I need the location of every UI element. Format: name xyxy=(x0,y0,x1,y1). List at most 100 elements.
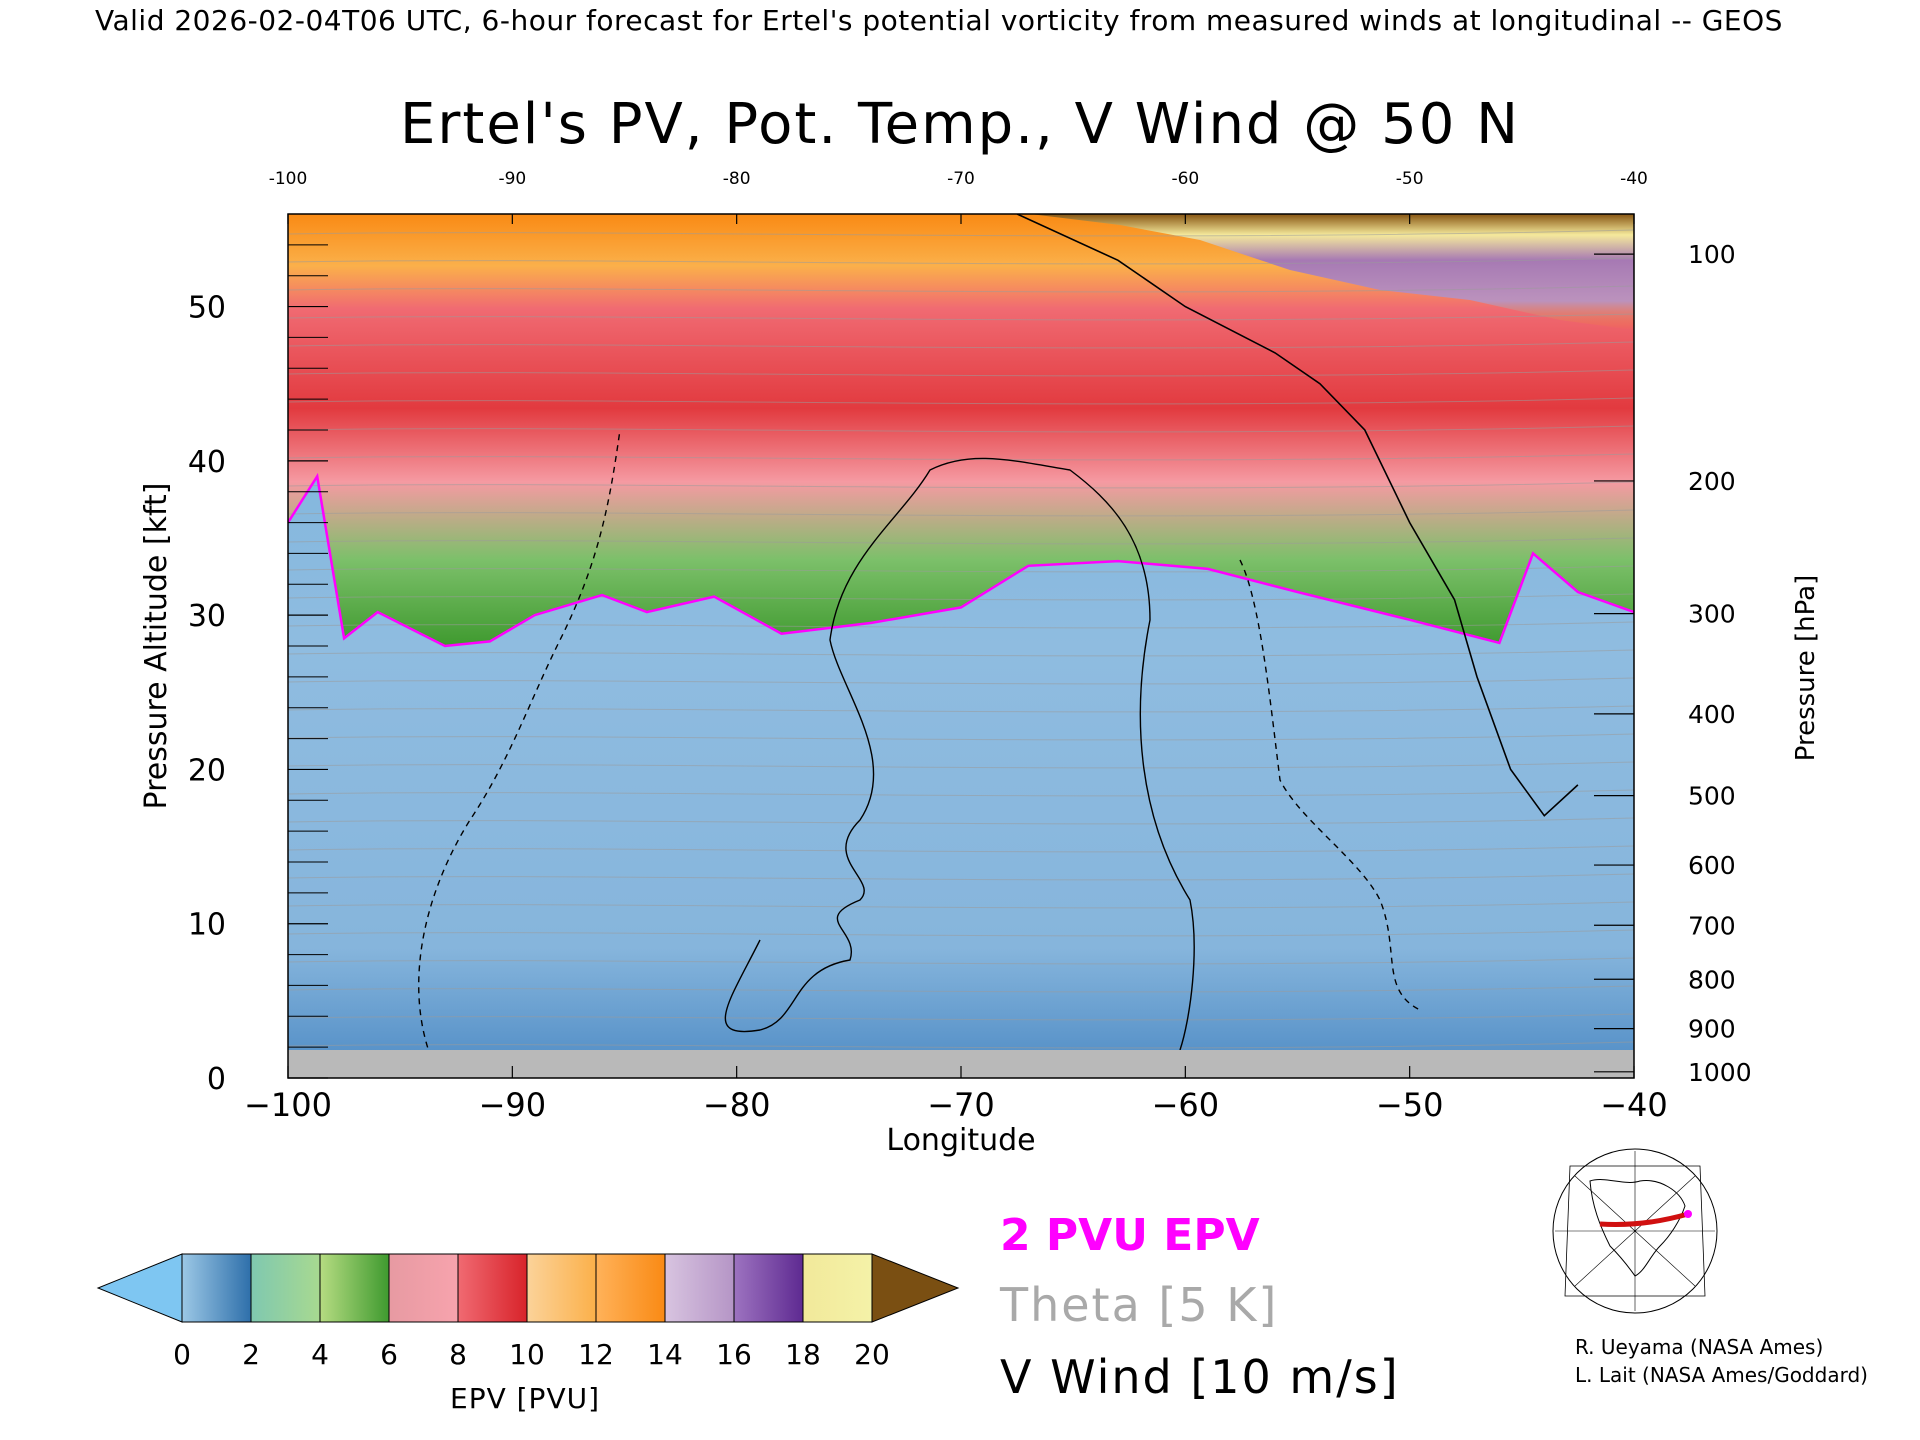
colorbar-over-arrow xyxy=(871,1253,960,1323)
theta-contour xyxy=(288,817,1634,825)
colorbar-tick-label: 8 xyxy=(449,1338,467,1371)
theta-contour xyxy=(288,537,1634,545)
legend-epv-label: 2 PVU EPV xyxy=(1000,1210,1260,1261)
theta-contour xyxy=(288,621,1634,629)
x-tick-label: −90 xyxy=(479,1086,547,1124)
top-x-tick-label: -40 xyxy=(1620,169,1648,189)
theta-contour xyxy=(288,1013,1634,1021)
legend-wind-label: V Wind [10 m/s] xyxy=(1000,1350,1400,1404)
top-x-tick-label: -80 xyxy=(723,169,751,189)
colorbar-tick-label: 4 xyxy=(311,1338,329,1371)
theta-contour xyxy=(288,873,1634,881)
colorbar-segment xyxy=(595,1253,666,1323)
colorbar-tick-label: 2 xyxy=(242,1338,260,1371)
plot-area xyxy=(288,214,1634,1078)
legend-theta-label: Theta [5 K] xyxy=(1000,1278,1279,1332)
pressure-tick-label: 800 xyxy=(1688,965,1736,994)
pressure-tick-label: 1000 xyxy=(1688,1058,1752,1087)
x-tick-label: −50 xyxy=(1376,1086,1444,1124)
theta-contour xyxy=(288,425,1634,433)
axes: −100 -100 −90 -90 −80 -80 −70 -70 −60 -60 −50 -50 −4… xyxy=(139,169,1821,1158)
theta-contour xyxy=(288,901,1634,909)
y-tick-label: 40 xyxy=(188,445,226,480)
theta-contour xyxy=(288,789,1634,797)
theta-contour xyxy=(288,593,1634,601)
colorbar-segment xyxy=(181,1253,252,1323)
theta-contour xyxy=(288,285,1634,293)
colorbar-segment xyxy=(388,1253,459,1323)
theta-contour xyxy=(288,957,1634,965)
theta-contour xyxy=(288,313,1634,321)
colorbar-label: EPV [PVU] xyxy=(450,1382,601,1415)
colorbar-tick-label: 6 xyxy=(380,1338,398,1371)
wind-contour-east xyxy=(1239,559,1421,1011)
theta-contour xyxy=(288,341,1634,349)
theta-contour xyxy=(288,677,1634,685)
colorbar-segment xyxy=(802,1253,873,1323)
top-x-tick-label: -100 xyxy=(269,169,308,189)
pressure-tick-label: 100 xyxy=(1688,240,1736,269)
colorbar-tick-label: 12 xyxy=(578,1338,614,1371)
two-pvu-contour xyxy=(288,472,1634,648)
pressure-tick-label: 500 xyxy=(1688,782,1736,811)
theta-contour xyxy=(288,649,1634,657)
top-x-tick-label: -90 xyxy=(498,169,526,189)
wind-zero-contour xyxy=(1016,214,1579,817)
y-axis-label: Pressure Altitude [kft] xyxy=(139,483,174,810)
theta-contours xyxy=(288,229,1634,1049)
colorbar: 0 2 4 6 8 10 12 14 16 18 20 xyxy=(96,1253,960,1371)
theta-contour xyxy=(288,229,1634,237)
theta-contour xyxy=(288,257,1634,265)
top-x-tick-label: -60 xyxy=(1171,169,1199,189)
pressure-tick-label: 300 xyxy=(1688,600,1736,629)
theta-contour xyxy=(288,705,1634,713)
theta-contour xyxy=(288,733,1634,741)
pressure-tick-label: 700 xyxy=(1688,911,1736,940)
theta-contour xyxy=(288,1041,1634,1049)
x-tick-label: −100 xyxy=(244,1086,332,1124)
credit-line-2: L. Lait (NASA Ames/Goddard) xyxy=(1575,1363,1868,1387)
chart-title: Ertel's PV, Pot. Temp., V Wind @ 50 N xyxy=(399,92,1521,157)
theta-contour xyxy=(288,985,1634,993)
colorbar-tick-label: 10 xyxy=(509,1338,545,1371)
theta-contour xyxy=(288,453,1634,461)
x-axis-label: Longitude xyxy=(886,1123,1035,1158)
theta-contour xyxy=(288,509,1634,517)
theta-contour xyxy=(288,761,1634,769)
locator-map xyxy=(1552,1148,1718,1314)
x-tick-label: −80 xyxy=(703,1086,771,1124)
wind-contour-central xyxy=(724,457,1195,1051)
credit-line-1: R. Ueyama (NASA Ames) xyxy=(1575,1335,1824,1359)
colorbar-under-arrow xyxy=(96,1253,183,1323)
theta-contour xyxy=(288,397,1634,405)
colorbar-segment xyxy=(319,1253,390,1323)
colorbar-segment xyxy=(457,1253,528,1323)
pressure-tick-label: 200 xyxy=(1688,467,1736,496)
upper-layer-fill xyxy=(1030,214,1634,330)
theta-contour xyxy=(288,481,1634,489)
theta-contour xyxy=(288,845,1634,853)
x-tick-label: −40 xyxy=(1600,1086,1668,1124)
pressure-tick-label: 400 xyxy=(1688,700,1736,729)
pressure-tick-label: 900 xyxy=(1688,1015,1736,1044)
colorbar-tick-label: 18 xyxy=(785,1338,821,1371)
y-tick-label: 10 xyxy=(188,908,226,943)
colorbar-segment xyxy=(733,1253,804,1323)
y-tick-label: 30 xyxy=(188,599,226,634)
x-tick-label: −60 xyxy=(1152,1086,1220,1124)
x-tick-label: −70 xyxy=(927,1086,995,1124)
pressure-tick-label: 600 xyxy=(1688,851,1736,880)
y2-axis-label: Pressure [hPa] xyxy=(1791,575,1821,762)
y-tick-label: 0 xyxy=(207,1062,226,1097)
top-x-tick-label: -50 xyxy=(1396,169,1424,189)
top-x-tick-label: -70 xyxy=(947,169,975,189)
wind-contour-west xyxy=(418,429,621,1078)
colorbar-tick-label: 14 xyxy=(647,1338,683,1371)
theta-contour xyxy=(288,369,1634,377)
colorbar-tick-label: 0 xyxy=(173,1338,191,1371)
colorbar-segment xyxy=(250,1253,321,1323)
forecast-header: Valid 2026-02-04T06 UTC, 6-hour forecast… xyxy=(95,4,1783,37)
colorbar-segment xyxy=(526,1253,597,1323)
theta-contour xyxy=(288,929,1634,937)
